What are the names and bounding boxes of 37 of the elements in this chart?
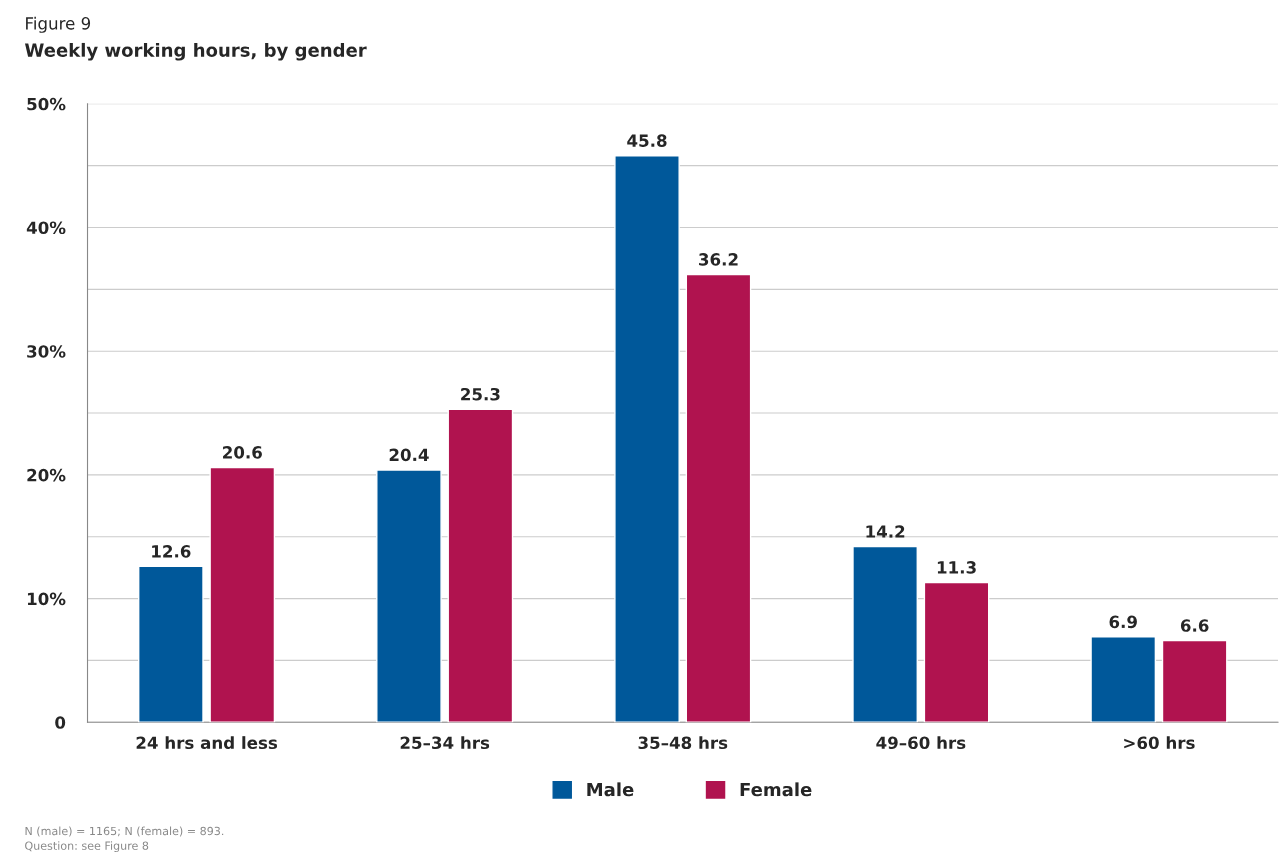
bar [923, 581, 990, 723]
bar [685, 273, 752, 723]
y-tick-label: 50% [27, 97, 66, 111]
data-label: 36.2 [699, 253, 738, 266]
bar [376, 469, 442, 723]
bar [447, 408, 514, 723]
data-label: 6.6 [1180, 619, 1209, 632]
legend-label: Male [587, 782, 634, 797]
data-label: 14.2 [866, 525, 905, 538]
data-label: 45.8 [627, 134, 667, 147]
y-tick-label: 20% [27, 468, 66, 482]
data-label: 12.6 [152, 545, 191, 558]
x-tick-label: 35–48 hrs [638, 736, 728, 750]
y-tick-label: 0 [55, 716, 66, 729]
y-tick-label: 10% [27, 592, 66, 606]
y-tick-label: 40% [26, 221, 66, 235]
bar [614, 155, 680, 723]
text: N (male) = 1165; N (female) = 893. [25, 826, 224, 837]
bar [1161, 639, 1228, 723]
bar [138, 565, 204, 723]
text: Question: see Figure 8 [25, 841, 149, 853]
legend-label: Female [740, 782, 812, 797]
bar [852, 545, 918, 723]
x-tick-label: 25–34 hrs [400, 736, 490, 750]
data-label: 11.3 [937, 561, 976, 574]
bar [1090, 636, 1157, 723]
bar [209, 466, 276, 723]
chart-subtitle: Weekly working hours, by gender [24, 42, 367, 61]
y-tick-label: 30% [27, 345, 66, 358]
data-label: 6.9 [1109, 615, 1137, 629]
x-tick-label: 24 hrs and less [136, 736, 278, 750]
chart-title: Figure 9 [26, 16, 91, 33]
data-label: 20.6 [223, 446, 262, 459]
x-tick-label: >60 hrs [1124, 736, 1195, 750]
data-label: 20.4 [389, 448, 429, 462]
data-label: 25.3 [461, 387, 500, 401]
x-tick-label: 49–60 hrs [876, 736, 966, 750]
